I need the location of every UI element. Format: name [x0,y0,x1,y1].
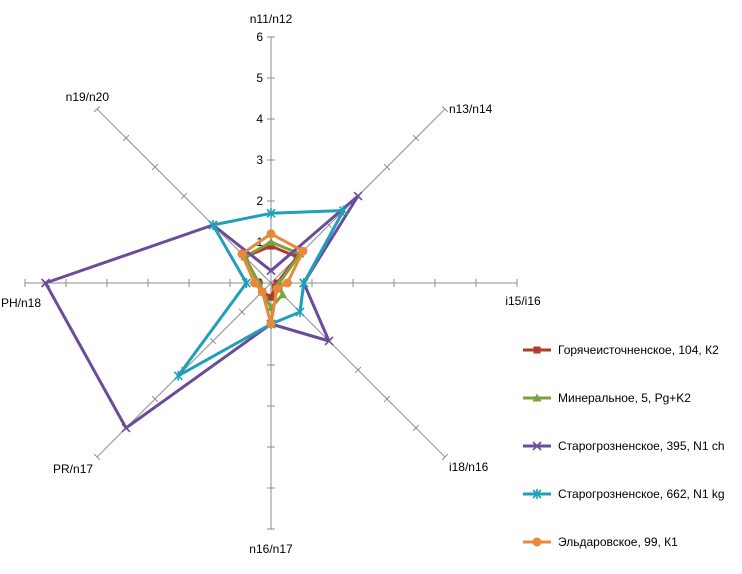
axis-label-n13-n14: n13/n14 [449,102,493,116]
tick-label-3: 3 [256,153,263,167]
radar-chart: 0123456 n11/n12n13/n14i15/i16i18/n16n16/… [1,12,541,553]
axis-label-i15-i16: i15/i16 [505,294,541,308]
tick-mark [354,366,362,374]
axis-label-pr-n17: PR/n17 [53,462,93,476]
data-point-3-ph-n18 [241,278,251,288]
legend-label-4: Эльдаровское, 99, К1 [558,535,678,549]
tick-mark [412,424,420,432]
tick-mark [93,105,101,113]
legend-label-3: Старогрозненское, 662, N1 kg [558,487,725,501]
series-line-2 [44,194,360,430]
data-point-3-n19-n20 [208,220,218,231]
legend-swatch-1 [523,393,551,402]
data-point-0-n16-n17 [267,293,275,301]
data-point-4-n11-n12 [266,229,276,239]
axes-layer [24,36,518,530]
axis-label-ph-n18: PH/n18 [1,296,41,310]
legend-item-3: Старогрозненское, 662, N1 kg [522,478,738,526]
tick-mark [180,192,188,200]
tick-mark [122,134,130,142]
data-point-2-n13-n14 [353,191,363,201]
data-point-2-n11-n12 [266,266,276,276]
legend-swatch-0 [523,346,551,354]
tick-mark [383,395,391,403]
series-2 [40,191,363,433]
tick-mark [238,308,246,316]
data-point-1-i18-n16 [278,290,288,299]
legend-item-2: Старогрозненское, 395, N1 ch [522,430,738,478]
tick-mark [151,395,159,403]
tick-label-5: 5 [256,71,263,85]
legend-marker-2 [532,441,542,451]
legend-label-2: Старогрозненское, 395, N1 ch [558,439,725,453]
legend-swatch-2 [523,441,551,451]
tick-label-4: 4 [256,112,263,126]
legend: Горячеисточненское, 104, К2 Минеральное, … [522,334,738,574]
tick-label-2: 2 [256,194,263,208]
data-point-2-i18-n16 [324,336,334,346]
series-4 [237,229,308,329]
data-point-3-i15-i16 [299,278,309,288]
data-point-4-i18-n16 [272,284,282,294]
legend-item-0: Горячеисточненское, 104, К2 [522,334,738,382]
tick-mark [383,163,391,171]
data-point-4-pr-n17 [257,287,267,297]
legend-marker-1 [532,393,542,402]
series-layer [40,191,363,433]
data-point-4-n13-n14 [298,246,308,256]
axis-label-n11-n12: n11/n12 [250,12,293,26]
tick-mark [441,105,449,113]
legend-swatch-4 [523,537,551,547]
data-point-4-n19-n20 [237,249,247,259]
data-point-2-ph-n18 [40,278,51,288]
legend-label-0: Горячеисточненское, 104, К2 [558,343,719,357]
axis-labels: n11/n12 n13/n14 i15/i16 i18/n16 n16/n17 PR/n1… [1,12,541,553]
data-point-4-i15-i16 [282,278,292,288]
tick-mark [441,453,449,461]
tick-mark [151,163,159,171]
axis-label-n19-n20: n19/n20 [66,90,110,104]
data-point-3-n13-n14 [338,205,349,216]
legend-item-1: Минеральное, 5, Pg+K2 [522,382,738,430]
data-point-2-pr-n17 [121,423,131,433]
data-point-4-ph-n18 [250,278,260,288]
data-point-1-n11-n12 [266,237,276,246]
axis-label-n16-n17: n16/n17 [249,542,293,553]
tick-mark [93,453,101,461]
data-point-4-n16-n17 [266,319,276,329]
data-point-3-n11-n12 [266,208,276,219]
legend-marker-4 [532,537,542,547]
legend-item-4: Эльдаровское, 99, К1 [522,526,738,574]
tick-label-6: 6 [256,30,263,44]
tick-mark [209,337,217,345]
legend-swatch-3 [523,489,551,499]
data-point-3-i18-n16 [295,306,305,317]
data-point-3-pr-n17 [173,370,183,381]
data-point-0-n11-n12 [267,242,275,250]
tick-mark [412,134,420,142]
axis-label-i18-n16: i18/n16 [449,460,489,474]
legend-marker-0 [533,346,541,354]
legend-label-1: Минеральное, 5, Pg+K2 [558,391,691,405]
legend-marker-3 [532,489,542,499]
